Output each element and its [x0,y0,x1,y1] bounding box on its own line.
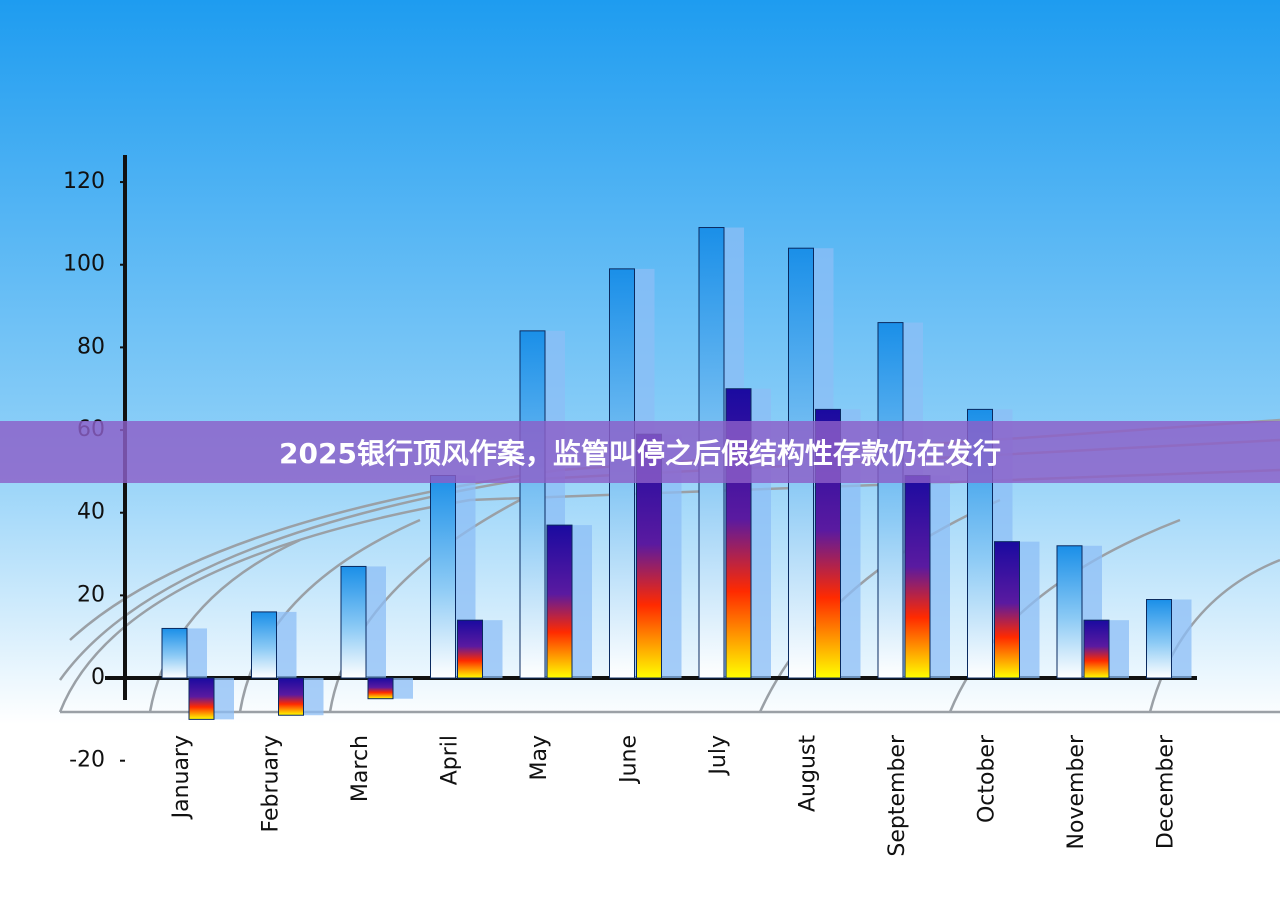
x-tick-label: July [706,735,731,777]
bar [994,541,1020,679]
bar [877,322,904,679]
y-tick-label: 100 [63,252,105,277]
x-tick-label: April [438,735,463,785]
y-tick-label: 20 [77,582,105,607]
bar [546,524,573,679]
bar [430,475,456,679]
banner-title: 2025银行顶风作案，监管叫停之后假结构性存款仍在发行 [279,437,1001,470]
y-tick-label: -20 [69,748,105,773]
x-tick-label: August [796,735,821,812]
x-tick-label: December [1154,734,1179,849]
x-tick-label: September [885,734,910,857]
x-tick-label: October [975,734,1000,823]
bar [1083,619,1110,679]
banner [0,421,1280,483]
x-tick-label: February [259,735,284,833]
x-tick-label: January [169,735,194,820]
bar [1056,545,1083,679]
bar [161,627,188,679]
bar [457,619,483,679]
x-tick-label: May [527,735,552,780]
y-tick-label: 40 [77,500,105,525]
bar-shadow [388,678,413,699]
bar [340,565,367,679]
y-tick-label: 120 [63,169,105,194]
bar [904,475,931,679]
y-tick-label: 80 [77,334,105,359]
bar [367,677,394,700]
y-tick-label: 0 [91,665,105,690]
x-tick-label: March [348,735,373,802]
bar [278,677,304,716]
bar [188,677,215,720]
bar [251,611,277,679]
bar [519,330,546,679]
x-tick-label: June [617,735,642,785]
x-tick-label: November [1064,734,1089,849]
bar [1146,599,1172,679]
